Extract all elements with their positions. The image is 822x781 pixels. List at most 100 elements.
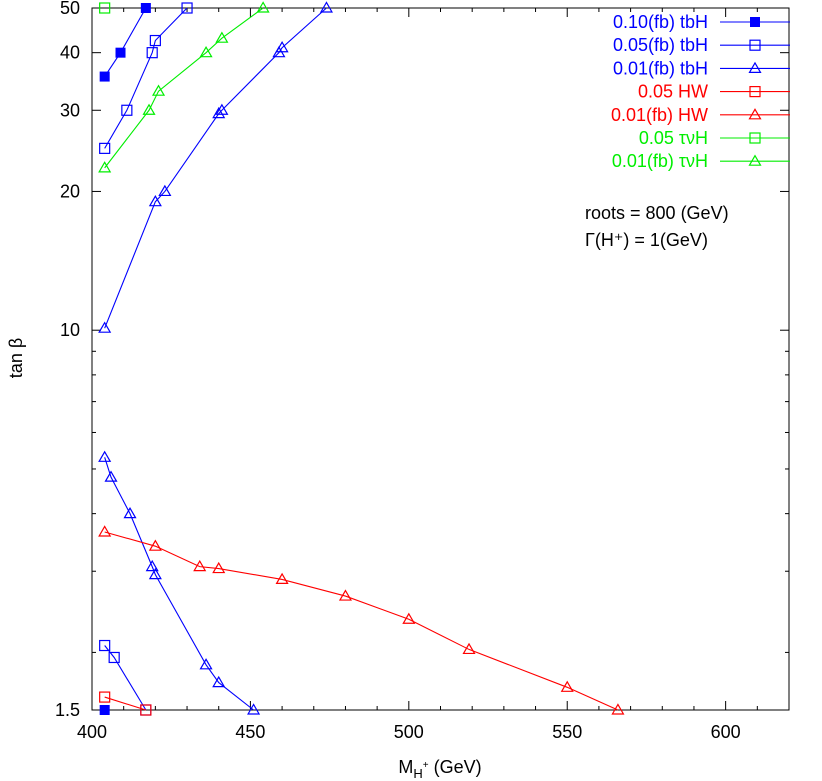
data-point [140,704,152,716]
series-4 [98,525,625,715]
legend-marker [749,39,761,51]
data-point [99,71,110,82]
y-tick-label: 30 [60,100,80,120]
data-point [98,450,112,462]
data-point [199,45,213,58]
x-tick-label: 400 [77,722,107,742]
legend-entry-0: 0.10(fb) tbH [613,12,790,32]
data-point [146,47,158,59]
data-point [99,705,110,715]
data-point [212,106,226,119]
legend-entry-5: 0.05 τνH [639,128,790,148]
series-5 [99,2,111,14]
data-point [148,539,162,551]
series-line [104,7,327,329]
annotations: roots = 800 (GeV) Γ(H⁺) = 1(GeV) [585,203,729,250]
data-point [142,103,156,115]
x-tick-label: 450 [235,722,265,742]
data-point [215,103,229,115]
data-point [151,84,166,96]
y-tick-label: 1.5 [55,700,80,720]
data-point [181,2,193,14]
data-point [98,525,112,537]
data-point [215,31,229,43]
data-point [104,470,118,482]
data-point [108,651,120,664]
data-point [99,2,111,14]
legend-label: 0.01(fb) HW [611,105,708,125]
data-point [148,195,162,207]
legend: 0.10(fb) tbH 0.05(fb) tbH 0.01(fb) tbH 0.05… [611,12,790,171]
data-point [121,104,133,116]
data-point [149,34,161,47]
data-point [148,567,162,580]
data-point [560,680,574,692]
series-3 [99,691,152,716]
series-line [104,457,254,711]
series-group [98,1,625,716]
series-2 [98,1,333,715]
data-point [99,639,111,652]
data-point [199,658,213,670]
legend-label: 0.05 HW [638,82,708,102]
data-point [123,506,137,519]
data-point [275,572,289,585]
data-point [158,184,172,197]
data-point [275,41,289,53]
legend-marker [749,85,761,98]
data-point [247,703,261,715]
legend-marker [749,132,761,144]
x-axis-label: MH+ (GeV) [398,757,481,781]
y-tick-label: 20 [60,181,80,201]
series-line [104,7,264,169]
y-tick-label: 50 [60,0,80,18]
series-line [104,7,188,149]
legend-label: 0.05(fb) tbH [613,35,708,55]
data-point [98,321,112,333]
series-line [104,531,619,711]
data-point [99,142,111,154]
legend-entry-2: 0.01(fb) tbH [613,58,790,78]
data-point [98,161,112,173]
legend-entry-1: 0.05(fb) tbH [613,35,790,55]
legend-marker [748,154,762,166]
series-0 [99,3,151,715]
data-point [319,1,333,13]
x-tick-label: 550 [552,722,582,742]
series-line [104,696,147,711]
x-tick-label: 500 [394,722,424,742]
y-axis-label: tan β [6,338,26,378]
data-point [338,589,352,601]
data-point [212,675,226,688]
data-point [99,691,111,703]
series-line [104,645,147,711]
data-point [145,559,159,572]
legend-label: 0.01(fb) τνH [612,151,708,171]
data-point [140,3,151,13]
data-point [402,612,416,624]
axis-ticks: 400 450 500 550 600 1.5 10 20 30 40 50 [55,0,789,742]
legend-marker [748,108,762,120]
legend-label: 0.10(fb) tbH [613,12,708,32]
series-6 [98,1,270,173]
data-point [193,559,207,572]
series-line [104,7,147,77]
y-tick-label: 40 [60,43,80,63]
legend-label: 0.01(fb) tbH [613,58,708,78]
axis-labels: MH+ (GeV) tan β [6,338,482,781]
legend-entry-6: 0.01(fb) τνH [612,151,790,171]
legend-marker [748,61,762,74]
y-tick-label: 10 [60,320,80,340]
data-point [462,642,476,655]
legend-label: 0.05 τνH [639,128,708,148]
x-tick-label: 600 [711,722,741,742]
legend-marker [750,17,760,27]
data-point [115,47,126,58]
data-point [611,703,625,715]
legend-entry-3: 0.05 HW [638,82,790,102]
annotation-text: roots = 800 (GeV) [585,203,729,223]
legend-entry-4: 0.01(fb) HW [611,105,790,125]
data-point [212,561,226,574]
